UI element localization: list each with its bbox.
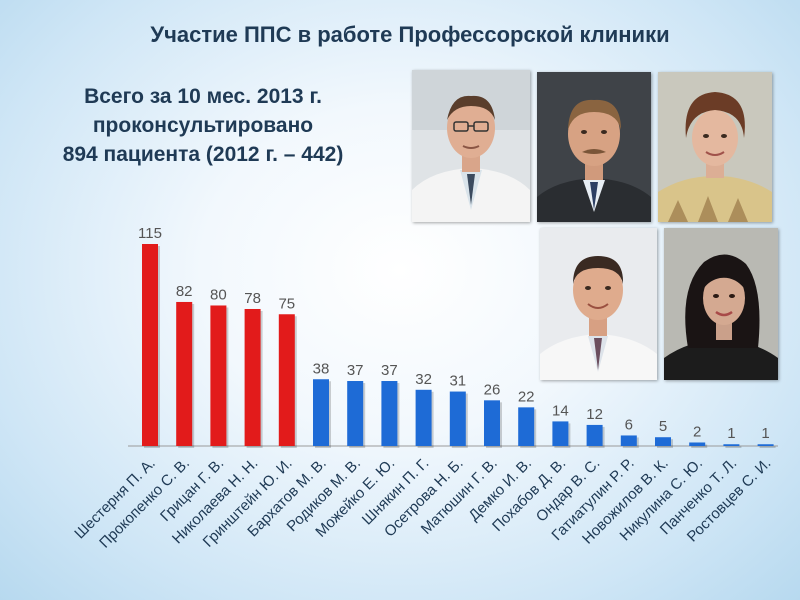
bar <box>689 442 706 446</box>
bar <box>620 435 637 446</box>
data-label: 32 <box>415 371 432 388</box>
summary-text: Всего за 10 мес. 2013 г. проконсультиров… <box>18 82 388 169</box>
data-label: 115 <box>138 225 162 242</box>
photo-doctor-glasses <box>412 70 530 222</box>
data-label: 12 <box>586 406 603 423</box>
data-label: 75 <box>278 295 295 312</box>
summary-line-2: проконсультировано <box>92 114 314 137</box>
bar <box>278 314 295 446</box>
data-label: 78 <box>244 290 261 307</box>
summary-line-3: 894 пациента (2012 г. – 442) <box>62 143 344 166</box>
bar <box>415 389 432 446</box>
bar-shadow <box>691 444 708 448</box>
bar <box>244 308 261 446</box>
bar <box>484 400 500 446</box>
bar <box>347 381 364 446</box>
data-label: 82 <box>176 283 193 300</box>
photo-young-man-tie <box>540 228 657 380</box>
data-label: 37 <box>347 362 364 379</box>
data-label: 1 <box>761 425 769 442</box>
bar <box>757 444 774 446</box>
photo-woman-dark-hair <box>664 228 778 380</box>
bar <box>655 437 671 446</box>
bar-shadow <box>725 446 742 448</box>
data-label: 5 <box>659 418 667 435</box>
data-label: 1 <box>727 425 735 442</box>
bar <box>552 421 569 446</box>
summary-line-1: Всего за 10 мес. 2013 г. <box>84 85 322 108</box>
bar <box>142 244 158 446</box>
data-label: 38 <box>313 360 330 377</box>
data-label: 14 <box>552 402 569 419</box>
data-label: 31 <box>449 373 466 390</box>
bar <box>518 407 535 446</box>
data-label: 37 <box>381 362 398 379</box>
data-label: 6 <box>625 416 633 433</box>
data-label: 80 <box>210 286 227 303</box>
bar <box>210 305 227 446</box>
bar <box>313 379 329 446</box>
bar <box>449 391 466 446</box>
bar <box>586 424 603 446</box>
photo-woman-older <box>658 72 772 222</box>
bar <box>723 444 740 446</box>
data-label: 22 <box>518 388 535 405</box>
data-label: 2 <box>693 423 701 440</box>
page-title: Участие ППС в работе Профессорской клини… <box>150 22 670 47</box>
bar <box>381 381 398 446</box>
bar <box>176 301 193 446</box>
photo-man-mustache <box>537 72 651 222</box>
bar-shadow <box>759 446 776 448</box>
data-label: 26 <box>484 381 501 398</box>
